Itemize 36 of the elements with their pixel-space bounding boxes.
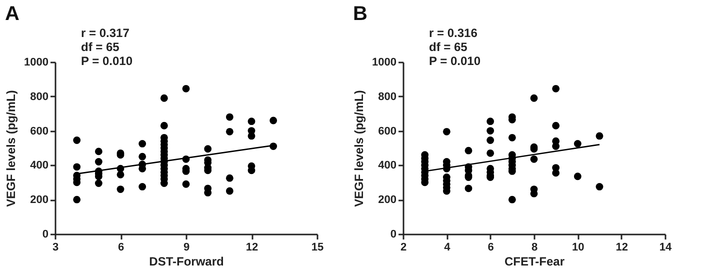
y-tick-label: 400 (378, 160, 396, 172)
x-tick-label: 2 (400, 242, 407, 254)
y-tick-label: 1000 (24, 56, 48, 68)
x-tick-label: 9 (183, 242, 190, 254)
x-tick-label: 10 (572, 242, 584, 254)
x-axis-title: CFET-Fear (504, 254, 565, 268)
text: r = 0.317 (81, 26, 130, 40)
text: df = 65 (429, 40, 468, 54)
chart-title: B (353, 3, 368, 25)
y-axis-title: VEGF levels (pg/mL) (352, 90, 366, 207)
y-tick-label: 600 (378, 125, 396, 138)
x-tick-label: 4 (444, 242, 452, 254)
annotation: P = 0.010 (81, 54, 133, 68)
annotation: P = 0.010 (429, 54, 481, 68)
y-tick-label: 800 (378, 90, 396, 103)
x-tick-label: 15 (311, 242, 324, 254)
y-tick-label: 200 (378, 194, 396, 206)
x-axis-title: DST-Forward (149, 254, 224, 268)
y-axis-title: VEGF levels (pg/mL) (4, 90, 18, 207)
x-tick-label: 6 (488, 242, 494, 254)
x-tick-label: 8 (531, 242, 538, 254)
x-tick-label: 3 (52, 242, 59, 254)
text: df = 65 (81, 40, 120, 54)
x-tick-label: 14 (659, 242, 672, 254)
y-tick-label: 400 (30, 160, 48, 172)
y-tick-label: 200 (30, 194, 48, 206)
y-tick-label: 600 (30, 125, 48, 138)
y-tick-label: 0 (390, 228, 396, 240)
chart-title: A (5, 3, 20, 25)
x-tick-label: 12 (246, 242, 258, 254)
x-tick-label: 6 (118, 242, 124, 254)
y-tick-label: 800 (30, 90, 48, 103)
text: r = 0.316 (429, 26, 478, 40)
y-tick-label: 1000 (372, 56, 396, 68)
x-tick-label: 12 (616, 242, 628, 254)
y-tick-label: 0 (42, 228, 48, 240)
